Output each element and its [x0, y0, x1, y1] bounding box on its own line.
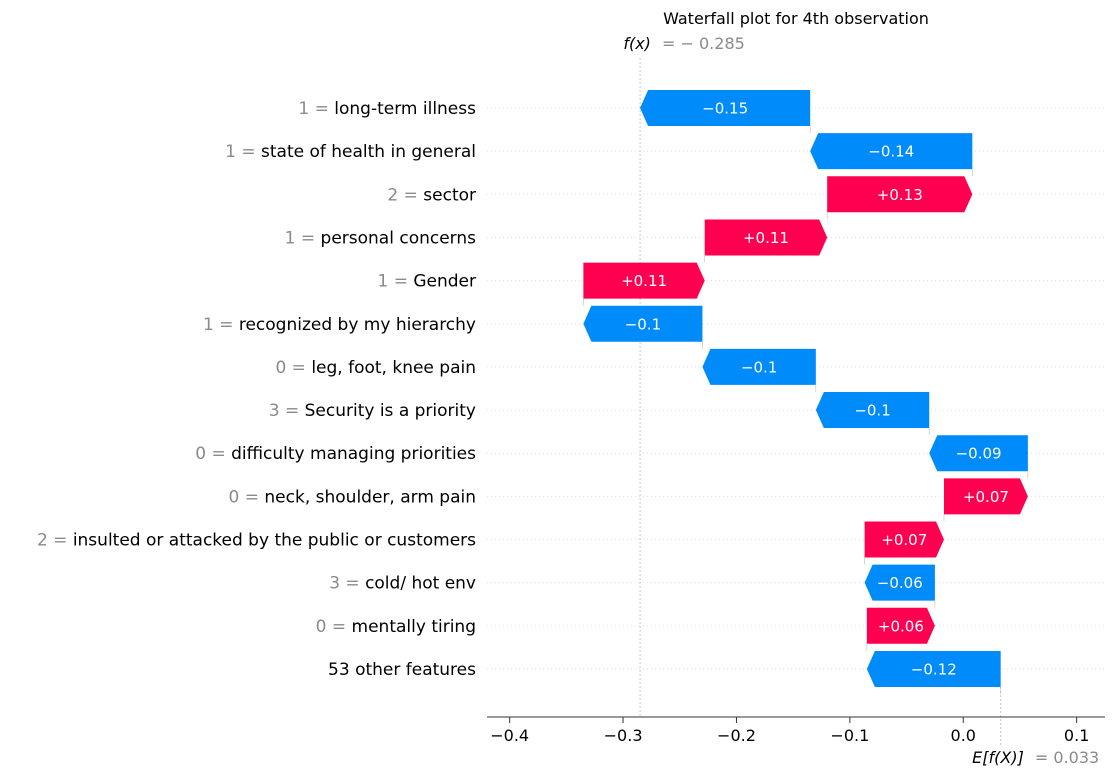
x-tick-label: −0.4	[490, 726, 529, 745]
bars: −0.15 −0.14 +0.13 +0.11 +0.11 −0.1 −0.1 −0.1 −0.…	[583, 90, 1029, 694]
x-tick-label: 0.1	[1064, 726, 1089, 745]
feature-label: 3 = cold/ hot env	[329, 574, 476, 594]
bar-value-label: +0.07	[881, 531, 927, 549]
x-tick-label: −0.3	[604, 726, 643, 745]
feature-value: 0 =	[229, 487, 265, 507]
feature-name: recognized by my hierarchy	[239, 315, 476, 335]
waterfall-bar	[929, 435, 1028, 472]
feature-value: 0 =	[195, 444, 231, 464]
bar-value-label: −0.12	[911, 660, 957, 678]
feature-value: 3 =	[329, 574, 365, 594]
feature-label: 1 = personal concerns	[285, 228, 476, 248]
svg-text:f(x) = − 0.285: f(x) = − 0.285	[623, 34, 744, 53]
waterfall-bar	[583, 305, 703, 342]
feature-value: 0 =	[316, 617, 352, 637]
feature-value: 0 =	[275, 358, 311, 378]
waterfall-bar	[815, 392, 930, 429]
fx-value: = − 0.285	[662, 34, 745, 53]
waterfall-bar	[810, 133, 973, 170]
bar-value-label: −0.14	[868, 143, 914, 161]
feature-name: insulted or attacked by the public or cu…	[73, 531, 476, 551]
feature-value: 1 =	[285, 228, 321, 248]
bar-value-label: +0.13	[877, 186, 923, 204]
waterfall-bar	[583, 262, 705, 299]
feature-name: neck, shoulder, arm pain	[264, 487, 476, 507]
feature-value: 1 =	[203, 315, 239, 335]
waterfall-bar	[943, 478, 1028, 515]
waterfall-bar	[640, 90, 811, 126]
fx-annotation: f(x) = − 0.285	[623, 34, 744, 53]
efx-annotation: E[f(X)] = 0.033	[972, 748, 1099, 767]
feature-label: 0 = difficulty managing priorities	[195, 444, 476, 464]
bar-value-label: −0.1	[854, 402, 890, 420]
reference-lines	[639, 58, 1002, 745]
feature-name: Gender	[413, 272, 476, 292]
feature-label: 1 = state of health in general	[225, 142, 476, 162]
feature-name: leg, foot, knee pain	[311, 358, 476, 378]
bar-value-label: −0.06	[877, 574, 923, 592]
waterfall-bar	[866, 607, 935, 644]
feature-value: 1 =	[225, 142, 261, 162]
feature-label: 1 = recognized by my hierarchy	[203, 315, 476, 335]
grid-layer	[487, 107, 1105, 670]
bar-value-label: +0.11	[621, 272, 667, 290]
x-axis: −0.4 −0.3 −0.2 −0.1 0.0 0.1	[487, 716, 1105, 745]
feature-value: 1 =	[298, 99, 334, 119]
x-tick-label: −0.2	[717, 726, 756, 745]
feature-value: 2 =	[37, 531, 73, 551]
bar-value-label: −0.1	[741, 358, 777, 376]
x-tick-label: −0.1	[830, 726, 869, 745]
waterfall-bar	[702, 348, 816, 385]
waterfall-bar	[864, 564, 935, 601]
feature-name: long-term illness	[334, 99, 476, 119]
feature-name: 53 other features	[328, 660, 476, 680]
bar-value-label: −0.1	[625, 315, 661, 333]
feature-label: 2 = insulted or attacked by the public o…	[37, 531, 476, 551]
efx-label: E[f(X)]	[972, 748, 1024, 767]
feature-label: 0 = mentally tiring	[316, 617, 476, 637]
feature-name: difficulty managing priorities	[231, 444, 476, 464]
efx-value: = 0.033	[1035, 748, 1099, 767]
feature-name: mentally tiring	[352, 617, 476, 637]
waterfall-bar	[827, 176, 973, 213]
feature-label: 1 = long-term illness	[298, 99, 476, 119]
bar-value-label: +0.06	[878, 617, 924, 635]
feature-label: 2 = sector	[387, 185, 476, 205]
waterfall-bar	[864, 521, 944, 558]
svg-text:E[f(X)] = 0.033: E[f(X)] = 0.033	[972, 748, 1099, 767]
feature-name: personal concerns	[321, 228, 477, 248]
bar-value-label: +0.07	[963, 488, 1009, 506]
feature-label: 3 = Security is a priority	[269, 401, 476, 421]
bar-value-label: −0.15	[702, 100, 748, 118]
x-tick-label: 0.0	[951, 726, 976, 745]
feature-value: 3 =	[269, 401, 305, 421]
feature-label: 0 = leg, foot, knee pain	[275, 358, 476, 378]
feature-label: 53 other features	[328, 660, 476, 680]
bar-value-label: +0.11	[743, 229, 789, 247]
feature-label: 1 = Gender	[377, 272, 476, 292]
chart-title: Waterfall plot for 4th observation	[663, 9, 929, 28]
feature-label: 0 = neck, shoulder, arm pain	[229, 487, 476, 507]
feature-name: Security is a priority	[305, 401, 476, 421]
bar-value-label: −0.09	[956, 445, 1002, 463]
feature-name: sector	[423, 185, 476, 205]
fx-label: f(x)	[623, 34, 651, 53]
waterfall-bar	[866, 650, 1001, 687]
feature-name: cold/ hot env	[365, 574, 476, 594]
feature-name: state of health in general	[261, 142, 476, 162]
waterfall-bar	[704, 219, 828, 256]
feature-value: 1 =	[377, 272, 413, 292]
feature-value: 2 =	[387, 185, 423, 205]
